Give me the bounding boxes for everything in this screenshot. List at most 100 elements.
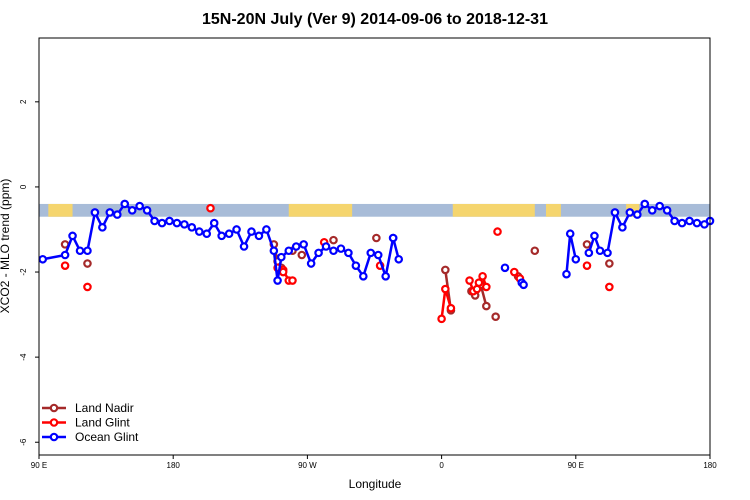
data-point [474, 278, 484, 287]
data-point [373, 250, 383, 260]
data-point [194, 227, 204, 236]
x-axis-label: Longitude [349, 477, 402, 491]
legend-marker [49, 418, 59, 427]
data-point [446, 303, 456, 313]
data-point [209, 218, 219, 228]
data-point [135, 201, 144, 211]
data-point [692, 218, 702, 228]
data-point [685, 216, 694, 226]
data-point [388, 233, 398, 243]
data-point [336, 244, 346, 253]
data-point [677, 218, 687, 228]
data-point [288, 276, 297, 285]
data-point [482, 282, 491, 292]
land-region-3 [545, 203, 561, 217]
data-point [254, 231, 264, 241]
data-point [437, 314, 446, 324]
y-axis: -6 -4 -2 0 2 [19, 99, 39, 446]
legend-item: Land Glint [42, 416, 130, 430]
plot-frame [38, 37, 711, 456]
data-point [647, 206, 657, 215]
data-point [670, 216, 679, 226]
data-point [187, 223, 197, 232]
data-point [127, 206, 137, 215]
y-tick-label: -4 [19, 353, 28, 361]
data-point [291, 242, 301, 251]
data-point [232, 225, 241, 234]
data-point [584, 248, 594, 258]
legend-item: Ocean Glint [42, 430, 139, 444]
data-point [299, 240, 308, 249]
chart-title: 15N-20N July (Ver 9) 2014-09-06 to 2018-… [202, 11, 548, 28]
data-point [633, 210, 642, 219]
data-point [394, 254, 404, 264]
data-point [478, 271, 487, 281]
x-tick-label: 90 E [31, 461, 47, 470]
data-point [381, 271, 390, 281]
data-point [618, 223, 627, 232]
data-point [165, 216, 174, 226]
data-point [83, 246, 92, 256]
land-region-0 [48, 203, 73, 217]
data-point [329, 246, 338, 256]
data-point [530, 246, 540, 256]
data-point [297, 250, 307, 260]
data-point [239, 242, 249, 251]
land-region-1 [288, 203, 353, 217]
y-tick-label: -2 [19, 268, 28, 276]
data-point [329, 235, 338, 245]
data-point [441, 284, 450, 294]
data-point [314, 248, 323, 258]
data-point [519, 280, 528, 290]
legend-label: Land Glint [75, 416, 130, 430]
data-point [582, 240, 592, 249]
data-point [595, 246, 605, 256]
y-axis-label: XCO2 - MLO trend (ppm) [0, 179, 12, 314]
series-line [565, 232, 578, 275]
data-point [509, 267, 519, 277]
y-tick-label: 2 [19, 99, 28, 104]
series-ocean-glint [38, 199, 715, 290]
data-point [662, 206, 672, 215]
data-point [68, 231, 77, 241]
data-point [60, 261, 70, 270]
data-point [217, 231, 226, 241]
data-point [640, 199, 650, 209]
data-point [262, 225, 271, 234]
data-point [284, 246, 294, 256]
data-point [120, 199, 130, 209]
data-point [277, 252, 286, 262]
data-point [38, 254, 48, 264]
x-tick-label: 180 [167, 461, 181, 470]
data-point [351, 261, 361, 270]
legend-label: Land Nadir [75, 401, 134, 415]
data-point [571, 254, 581, 264]
data-point [372, 233, 381, 243]
data-point [441, 265, 450, 275]
data-point [603, 248, 612, 258]
data-point [565, 229, 575, 239]
data-point [655, 201, 664, 211]
data-point [321, 242, 331, 251]
data-point [500, 263, 510, 273]
y-tick-label: -6 [19, 438, 28, 446]
data-point [224, 229, 234, 239]
data-point [582, 261, 592, 270]
data-point [465, 276, 474, 285]
series-layer [38, 199, 715, 324]
data-point [90, 208, 100, 217]
data-point [83, 282, 92, 292]
data-point [83, 259, 92, 268]
land-region-2 [452, 203, 535, 217]
data-point [278, 267, 288, 277]
data-point [172, 218, 182, 228]
data-point [273, 276, 282, 285]
legend-item: Land Nadir [42, 401, 134, 415]
data-point [180, 220, 189, 229]
x-axis: 90 E 180 90 W 0 90 E 180 [31, 455, 717, 470]
data-point [105, 208, 115, 217]
data-point [562, 269, 571, 279]
data-point [493, 227, 502, 236]
